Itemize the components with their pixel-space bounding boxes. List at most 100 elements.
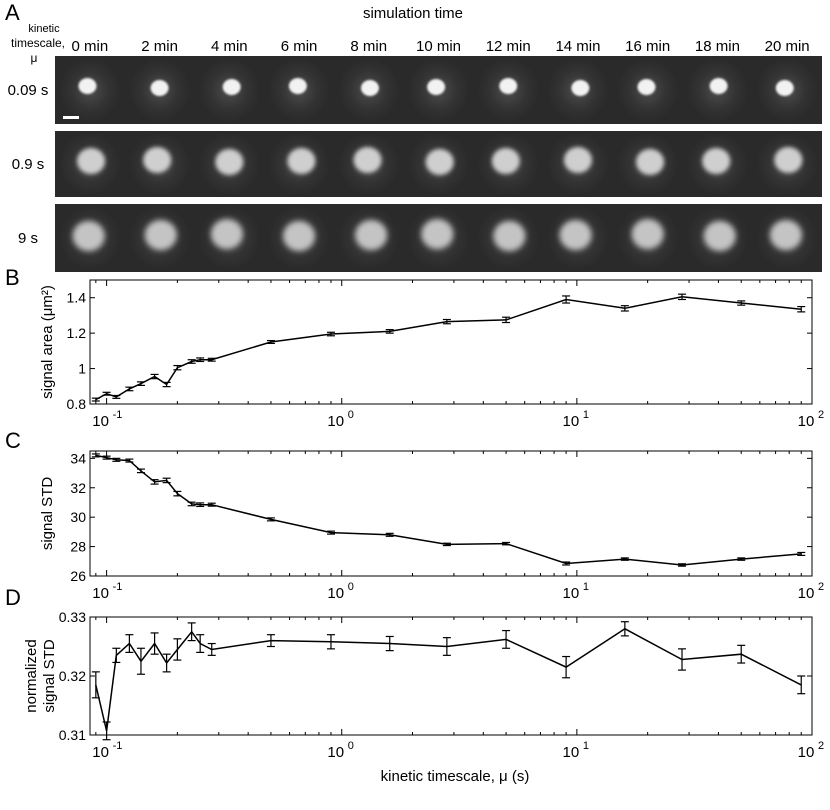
- x-tick-label-exponent: 1: [583, 740, 589, 752]
- x-tick-label-base: 10: [327, 744, 344, 761]
- x-tick-label-base: 10: [92, 413, 109, 430]
- fluorescent-spot: [769, 220, 802, 250]
- fluorescent-spot: [215, 149, 244, 175]
- fluorescent-spot: [72, 221, 105, 251]
- time-label: 16 min: [625, 38, 670, 55]
- x-tick-label-exponent: 0: [348, 409, 354, 421]
- x-tick-label-base: 10: [327, 413, 344, 430]
- x-tick-label-base: 10: [563, 413, 580, 430]
- y-tick-label: 1.2: [67, 325, 87, 341]
- fluorescent-spot: [491, 148, 520, 174]
- fluorescent-spot: [499, 78, 518, 94]
- x-tick-label-base: 10: [798, 744, 815, 761]
- time-label: 20 min: [765, 38, 810, 55]
- row-header-kinetic: kinetic: [28, 23, 60, 35]
- image-strips: [55, 56, 822, 272]
- y-tick-label: 1.4: [67, 290, 87, 306]
- x-tick-label-exponent: 0: [348, 581, 354, 593]
- fluorescent-spot: [143, 147, 172, 173]
- time-label: 4 min: [211, 38, 248, 55]
- fluorescent-spot: [283, 221, 316, 251]
- y-axis-label-line2: signal STD: [41, 639, 58, 713]
- row-label: 9 s: [18, 230, 38, 247]
- fluorescent-spot: [144, 220, 177, 250]
- fluorescent-spot: [563, 147, 592, 173]
- x-tick-label-base: 10: [327, 585, 344, 602]
- time-labels: 0 min 2 min 4 min 6 min 8 min 10 min 12 min 14 …: [72, 38, 810, 55]
- fluorescent-spot: [78, 78, 97, 94]
- x-tick-label-exponent: -1: [113, 409, 123, 421]
- fluorescent-spot: [150, 80, 169, 96]
- fluorescent-spot: [709, 78, 728, 94]
- row-label: 0.09 s: [8, 82, 49, 99]
- fluorescent-spot: [353, 147, 382, 173]
- x-tick-label-exponent: -1: [113, 740, 123, 752]
- time-label: 2 min: [141, 38, 178, 55]
- time-label: 6 min: [281, 38, 318, 55]
- fluorescent-spot: [425, 149, 454, 175]
- y-tick-label: 26: [70, 568, 86, 584]
- y-axis-label-line1: normalized: [23, 639, 40, 712]
- y-axis-label: signal area (μm²): [39, 285, 56, 399]
- row-label: 0.9 s: [12, 156, 45, 173]
- scale-bar: [63, 116, 79, 119]
- fluorescent-spot: [636, 149, 665, 175]
- time-label: 14 min: [555, 38, 600, 55]
- y-tick-label: 34: [70, 450, 86, 466]
- fluorescent-spot: [703, 221, 736, 251]
- fluorescent-spot: [774, 147, 803, 173]
- y-tick-label: 32: [70, 480, 86, 496]
- x-tick-label-exponent: 2: [818, 409, 824, 421]
- x-tick-label-base: 10: [563, 744, 580, 761]
- series-line: [95, 454, 802, 566]
- x-tick-label-exponent: 2: [818, 740, 824, 752]
- fluorescent-spot: [360, 80, 379, 96]
- x-tick-label-exponent: 1: [583, 581, 589, 593]
- fluorescent-spot: [775, 80, 794, 96]
- panel-d-letter: D: [5, 585, 21, 610]
- y-tick-label: 0.32: [59, 668, 86, 684]
- row-labels: 0.09 s 0.9 s 9 s: [8, 82, 49, 247]
- fluorescent-spot: [637, 79, 656, 95]
- fluorescent-spot: [77, 148, 106, 174]
- y-tick-label: 0.31: [59, 727, 86, 743]
- time-label: 12 min: [486, 38, 531, 55]
- panel-a-letter: A: [5, 0, 20, 25]
- fluorescent-spot: [702, 148, 731, 174]
- y-tick-label: 0.33: [59, 609, 86, 625]
- x-tick-label-base: 10: [92, 585, 109, 602]
- fluorescent-spot: [355, 220, 388, 250]
- x-tick-label-base: 10: [798, 585, 815, 602]
- series-line: [95, 296, 802, 401]
- fluorescent-spot: [631, 219, 664, 249]
- plot-axes-box: [89, 450, 813, 577]
- fluorescent-spot: [222, 79, 241, 95]
- x-tick-label-base: 10: [563, 585, 580, 602]
- panel-c-letter: C: [5, 428, 21, 453]
- time-label: 18 min: [695, 38, 740, 55]
- fluorescent-spot: [288, 78, 307, 94]
- y-tick-label: 28: [70, 539, 86, 555]
- x-tick-label-exponent: 1: [583, 409, 589, 421]
- x-tick-label-base: 10: [92, 744, 109, 761]
- x-tick-label-base: 10: [798, 413, 815, 430]
- fluorescent-spot: [571, 80, 590, 96]
- fluorescent-spot: [493, 221, 526, 251]
- y-tick-label: 30: [70, 509, 86, 525]
- time-label: 8 min: [350, 38, 387, 55]
- y-tick-label: 1: [78, 361, 86, 377]
- x-axis-label: kinetic timescale, μ (s): [381, 768, 530, 785]
- x-tick-label-exponent: 0: [348, 740, 354, 752]
- panel-b-letter: B: [5, 265, 20, 290]
- simulation-time-title: simulation time: [363, 5, 463, 22]
- time-label: 10 min: [416, 38, 461, 55]
- row-header-timescale: timescale,: [11, 36, 65, 50]
- time-label: 0 min: [72, 38, 109, 55]
- x-tick-label-exponent: 2: [818, 581, 824, 593]
- series-line: [95, 627, 802, 732]
- fluorescent-spot: [427, 79, 446, 95]
